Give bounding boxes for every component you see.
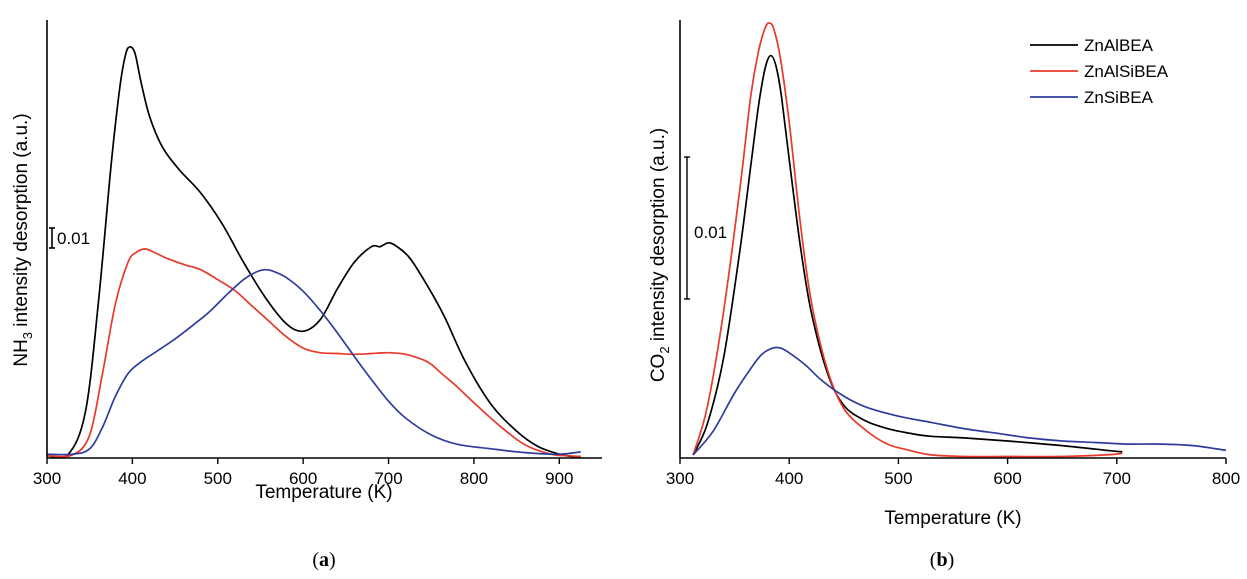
x-tick-label-a-900: 900: [545, 469, 573, 488]
x-tick-label-b-800: 800: [1212, 469, 1240, 488]
y-axis-title-a-sub: 3: [20, 332, 35, 339]
y-axis-title-b-main: CO: [648, 354, 669, 383]
plot-area-a: [46, 45, 581, 459]
series-line-b-znsibea: [692, 346, 1227, 456]
x-tick-label-b-300: 300: [666, 469, 694, 488]
y-axis-title-a-rest: intensity desorption (a.u.): [11, 113, 32, 332]
x-tick-label-b-400: 400: [775, 469, 803, 488]
panel-label-a: (a): [312, 549, 335, 571]
panel-label-b-letter: b: [936, 549, 947, 571]
series-line-b-znalbea: [692, 54, 1123, 456]
scale-bar-label-b: 0.01: [694, 223, 727, 242]
y-axis-title-b-sub: 2: [657, 346, 672, 353]
series-line-a-3: [46, 268, 581, 456]
plot-area-b: [692, 22, 1227, 458]
panel-label-a-letter: a: [319, 549, 329, 571]
x-tick-label-a-500: 500: [204, 469, 232, 488]
x-axis-title-b: Temperature (K): [884, 508, 1021, 529]
series-line-a-2: [46, 248, 581, 458]
chart-panel-b: 300 400 500 600 700 800 0.01 Temperature (K) …: [648, 20, 1240, 571]
x-tick-label-a-300: 300: [33, 469, 61, 488]
x-axis-title-a: Temperature (K): [255, 482, 392, 503]
x-tick-label-a-700: 700: [374, 469, 402, 488]
x-tick-label-a-400: 400: [118, 469, 146, 488]
y-axis-title-b: CO2 intensity desorption (a.u.): [648, 128, 672, 382]
x-ticks-b: 300 400 500 600 700 800: [666, 458, 1240, 488]
legend-label-znsibea: ZnSiBEA: [1084, 88, 1154, 107]
legend-b: ZnAlBEA ZnAlSiBEA ZnSiBEA: [1030, 36, 1169, 107]
panel-label-a-open: (: [312, 549, 319, 571]
scale-bar-label-a: 0.01: [57, 229, 90, 248]
y-axis-title-a-main: NH: [11, 339, 32, 366]
x-ticks-a: 300 400 500 600 700 800 900: [33, 458, 573, 488]
panel-label-b-close: ): [948, 549, 955, 571]
panel-label-b-open: (: [930, 549, 937, 571]
x-tick-label-a-800: 800: [460, 469, 488, 488]
scale-bar-b: [684, 156, 690, 300]
panel-label-b: (b): [930, 549, 954, 571]
x-tick-label-a-600: 600: [289, 469, 317, 488]
chart-panel-a: 300 400 500 600 700 800 900 0.01 Temperature (…: [11, 20, 602, 571]
y-axis-title-b-rest: intensity desorption (a.u.): [648, 128, 669, 347]
legend-label-znalsibea: ZnAlSiBEA: [1084, 62, 1169, 81]
series-line-b-znalsibea: [692, 22, 1123, 458]
x-tick-label-b-500: 500: [884, 469, 912, 488]
panel-label-a-close: ): [329, 549, 336, 571]
scale-bar-a: [49, 227, 55, 249]
series-line-a-1: [46, 45, 581, 459]
y-axis-title-a: NH3 intensity desorption (a.u.): [11, 113, 35, 366]
x-tick-label-b-600: 600: [993, 469, 1021, 488]
legend-label-znalbea: ZnAlBEA: [1084, 36, 1154, 55]
x-tick-label-b-700: 700: [1103, 469, 1131, 488]
